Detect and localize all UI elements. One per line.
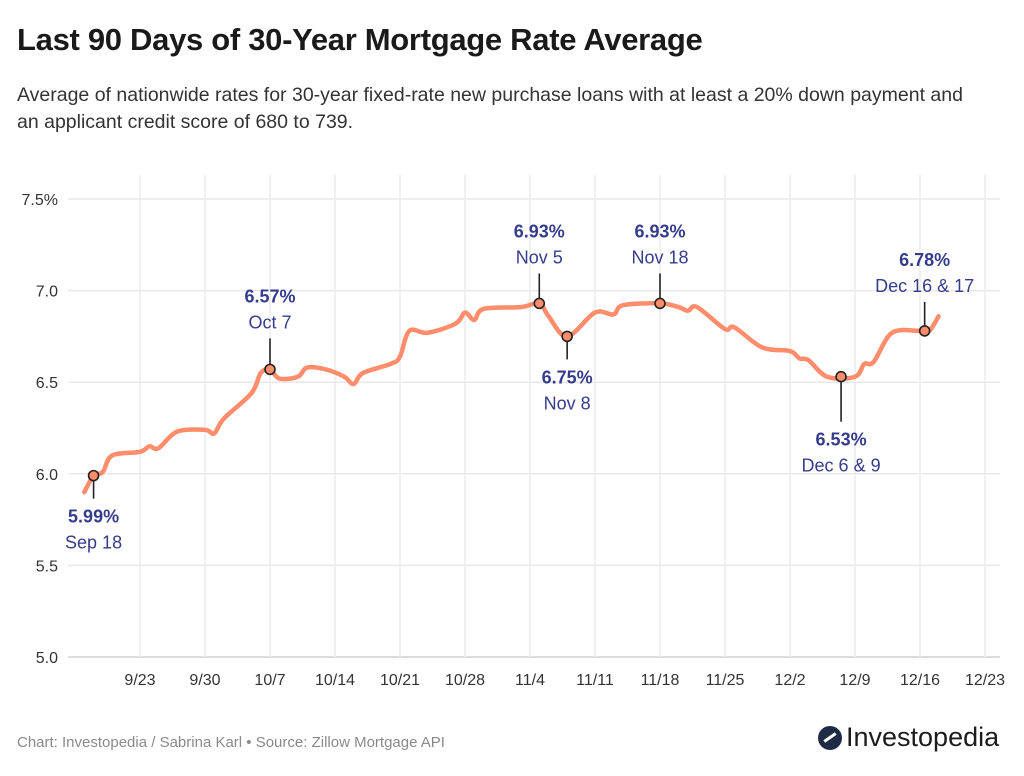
x-tick-label: 10/28	[445, 672, 485, 689]
annotation-marker	[561, 330, 573, 343]
annotation-date: Dec 6 & 9	[802, 456, 881, 476]
annotation: 6.93% Nov 5	[514, 221, 565, 310]
y-tick-label: 6.0	[36, 467, 58, 484]
source-credit: Chart: Investopedia / Sabrina Karl • Sou…	[17, 734, 445, 751]
annotation-marker	[654, 297, 666, 310]
x-tick-label: 11/11	[576, 672, 614, 689]
annotation-value: 6.78%	[899, 250, 950, 270]
x-tick-label: 12/23	[965, 672, 1005, 689]
annotation: 5.99% Sep 18	[65, 469, 122, 553]
x-tick-label: 10/7	[254, 672, 285, 689]
x-tick-label: 12/2	[774, 672, 805, 689]
annotation-date: Sep 18	[65, 533, 122, 553]
annotation-marker	[264, 363, 276, 376]
annotation: 6.93% Nov 18	[631, 221, 689, 310]
x-tick-label: 10/14	[315, 672, 355, 689]
logo-icon	[818, 725, 842, 750]
annotation: 6.75% Nov 8	[542, 330, 593, 413]
annotation-marker	[918, 325, 931, 337]
annotation-value: 6.53%	[816, 430, 867, 450]
annotation-date: Nov 18	[631, 247, 688, 267]
annotation: 6.78% Dec 16 & 17	[875, 250, 974, 337]
y-tick-label: 7.5%	[22, 192, 58, 209]
x-tick-label: 11/4	[515, 672, 545, 689]
x-tick-label: 11/18	[641, 672, 680, 689]
y-tick-label: 7.0	[36, 284, 58, 301]
y-tick-label: 5.0	[36, 650, 58, 667]
annotation: 6.57% Oct 7	[244, 286, 296, 376]
annotation-date: Oct 7	[248, 312, 291, 332]
series-line	[82, 300, 941, 495]
annotation-value: 6.93%	[514, 221, 565, 241]
annotation-value: 6.75%	[542, 367, 593, 387]
x-tick-label: 12/16	[900, 672, 940, 689]
annotation: 6.53% Dec 6 & 9	[802, 370, 881, 476]
annotations: 5.99% Sep 18 6.57% Oct 7 6.93% Nov 5 6.75% Nov …	[65, 221, 974, 552]
annotation-value: 6.57%	[244, 286, 295, 306]
annotation-date: Nov 5	[516, 247, 563, 267]
annotation-value: 5.99%	[68, 507, 119, 527]
y-tick-label: 5.5	[36, 558, 58, 575]
axes: 5.0 5.5 6.0 6.5 7.0 7.5% 9/23 9/30 10/7 10/14 10/2…	[22, 192, 1006, 689]
x-tick-label: 10/21	[380, 672, 420, 689]
chart-title: Last 90 Days of 30-Year Mortgage Rate Av…	[17, 22, 703, 57]
chart-subtitle: Average of nationwide rates for 30-year …	[17, 84, 963, 133]
grid	[68, 175, 1000, 658]
logo-text: Investopedia	[846, 722, 1000, 752]
annotation-marker	[835, 370, 847, 383]
investopedia-logo[interactable]: Investopedia	[818, 722, 999, 753]
y-tick-label: 6.5	[36, 375, 58, 392]
annotation-date: Dec 16 & 17	[875, 276, 974, 296]
x-tick-label: 12/9	[839, 672, 870, 689]
annotation-marker	[533, 297, 546, 310]
x-tick-label: 11/25	[706, 672, 745, 689]
x-tick-label: 9/23	[124, 672, 155, 689]
annotation-value: 6.93%	[634, 221, 685, 241]
x-tick-label: 9/30	[189, 672, 220, 689]
annotation-date: Nov 8	[544, 393, 591, 413]
annotation-marker	[87, 469, 100, 482]
